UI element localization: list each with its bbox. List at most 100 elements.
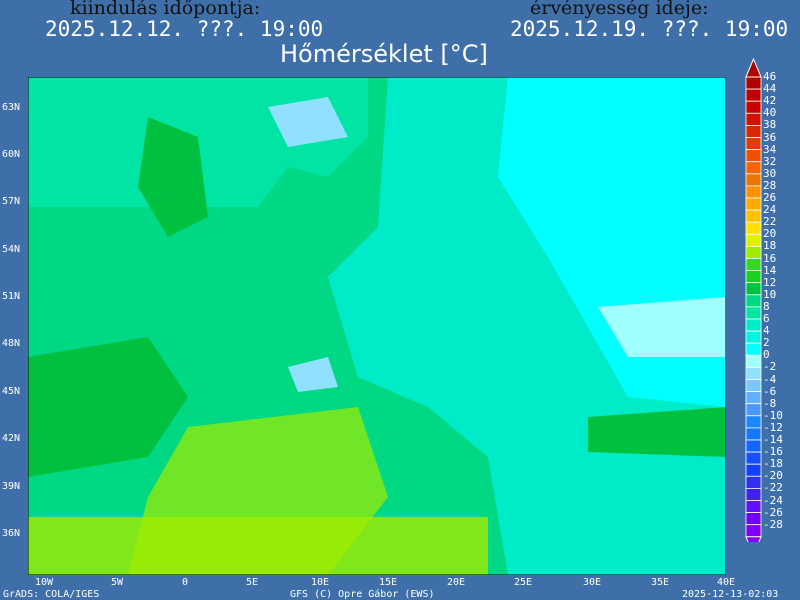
colorbar-label: 22 [763, 215, 777, 229]
colorbar-swatch [745, 415, 762, 429]
colorbar-swatch [745, 137, 762, 151]
valid-time: 2025.12.19. ???. 19:00 [510, 17, 789, 41]
colorbar-swatch [745, 427, 762, 441]
lat-label: 63N [2, 102, 21, 113]
colorbar-label: 32 [763, 154, 777, 168]
colorbar-label: -10 [763, 408, 783, 422]
colorbar-label: -16 [763, 445, 783, 459]
colorbar-label: 16 [763, 251, 777, 265]
colorbar-label: 20 [763, 227, 777, 241]
colorbar-label: -4 [763, 372, 777, 386]
colorbar-label: 14 [763, 263, 777, 277]
colorbar-swatch [745, 245, 762, 259]
colorbar-label: 8 [763, 299, 770, 313]
colorbar-swatch [745, 451, 762, 465]
lon-label: 15E [378, 577, 398, 588]
colorbar-swatch [745, 258, 762, 272]
colorbar-swatch [745, 294, 762, 308]
colorbar-label: 26 [763, 191, 777, 204]
colorbar-label: 10 [763, 287, 777, 301]
colorbar-label: 30 [763, 166, 777, 180]
lon-label: 30E [582, 577, 602, 588]
colorbar-label: 46 [763, 70, 777, 83]
lat-label: 42N [2, 433, 21, 444]
colorbar-swatch [745, 76, 762, 90]
colorbar-swatch [745, 512, 762, 526]
temperature-map [28, 77, 726, 575]
colorbar-swatch [745, 233, 762, 247]
colorbar [745, 57, 762, 542]
colorbar-label: 34 [763, 142, 777, 156]
colorbar-swatch [745, 379, 762, 393]
colorbar-swatch [745, 185, 762, 199]
colorbar-label: 44 [763, 82, 777, 96]
colorbar-swatch [745, 391, 762, 405]
lat-label: 51N [2, 291, 21, 302]
colorbar-label: -2 [763, 360, 777, 374]
colorbar-swatch [745, 318, 762, 332]
lon-label: 40E [716, 577, 736, 588]
colorbar-swatch [745, 330, 762, 344]
lat-label: 45N [2, 386, 21, 397]
colorbar-swatch [745, 88, 762, 102]
colorbar-label: -28 [763, 517, 783, 531]
colorbar-label: 2 [763, 336, 770, 350]
colorbar-swatch [745, 487, 762, 501]
lat-label: 39N [2, 481, 21, 492]
lat-label: 54N [2, 244, 21, 255]
footer-right: 2025-12-13-02:03 [682, 589, 779, 600]
colorbar-swatch [745, 306, 762, 320]
colorbar-label: 42 [763, 94, 777, 108]
colorbar-swatch [745, 354, 762, 368]
colorbar-label: 28 [763, 178, 777, 192]
colorbar-swatch [745, 112, 762, 126]
lat-label: 48N [2, 338, 21, 349]
colorbar-label: -18 [763, 457, 783, 471]
colorbar-label: 6 [763, 312, 770, 325]
colorbar-label: 0 [763, 348, 770, 362]
lon-label: 35E [650, 577, 670, 588]
colorbar-swatch [745, 161, 762, 175]
colorbar-label: 24 [763, 203, 777, 217]
init-label: kiindulás időpontja: [70, 0, 261, 19]
colorbar-label: 40 [763, 106, 777, 120]
colorbar-swatch [745, 149, 762, 163]
colorbar-label: 12 [763, 275, 777, 289]
lon-label: 10W [34, 577, 54, 588]
colorbar-swatch [745, 209, 762, 223]
lat-label: 60N [2, 149, 21, 160]
colorbar-label: 38 [763, 118, 777, 132]
lon-label: 0 [181, 577, 189, 588]
colorbar-max-arrow [745, 57, 762, 78]
map-title: Hőmérséklet [°C] [280, 40, 488, 68]
colorbar-label: 36 [763, 130, 777, 144]
colorbar-swatch [745, 366, 762, 380]
colorbar-label: -14 [763, 433, 783, 446]
lon-label: 5E [245, 577, 259, 588]
lon-label: 25E [513, 577, 533, 588]
lon-label: 10E [310, 577, 330, 588]
colorbar-swatch [745, 524, 762, 538]
colorbar-swatch [745, 282, 762, 296]
colorbar-swatch [745, 500, 762, 514]
colorbar-label: -8 [763, 396, 777, 410]
colorbar-swatch [745, 270, 762, 284]
colorbar-label: 4 [763, 324, 770, 338]
colorbar-swatch [745, 463, 762, 477]
colorbar-swatch [745, 221, 762, 235]
colorbar-swatch [745, 197, 762, 211]
colorbar-swatch [745, 100, 762, 114]
colorbar-label: -6 [763, 384, 777, 398]
valid-label: érvényesség ideje: [530, 0, 709, 19]
colorbar-swatch [745, 403, 762, 417]
lat-label: 36N [2, 528, 21, 539]
lon-label: 20E [446, 577, 466, 588]
colorbar-swatch [745, 439, 762, 453]
init-time: 2025.12.12. ???. 19:00 [45, 17, 324, 41]
colorbar-label: -26 [763, 505, 783, 519]
colorbar-swatch [745, 342, 762, 356]
colorbar-label: 18 [763, 239, 777, 253]
colorbar-label: -20 [763, 469, 783, 483]
lon-label: 5W [110, 577, 124, 588]
colorbar-swatch [745, 125, 762, 138]
